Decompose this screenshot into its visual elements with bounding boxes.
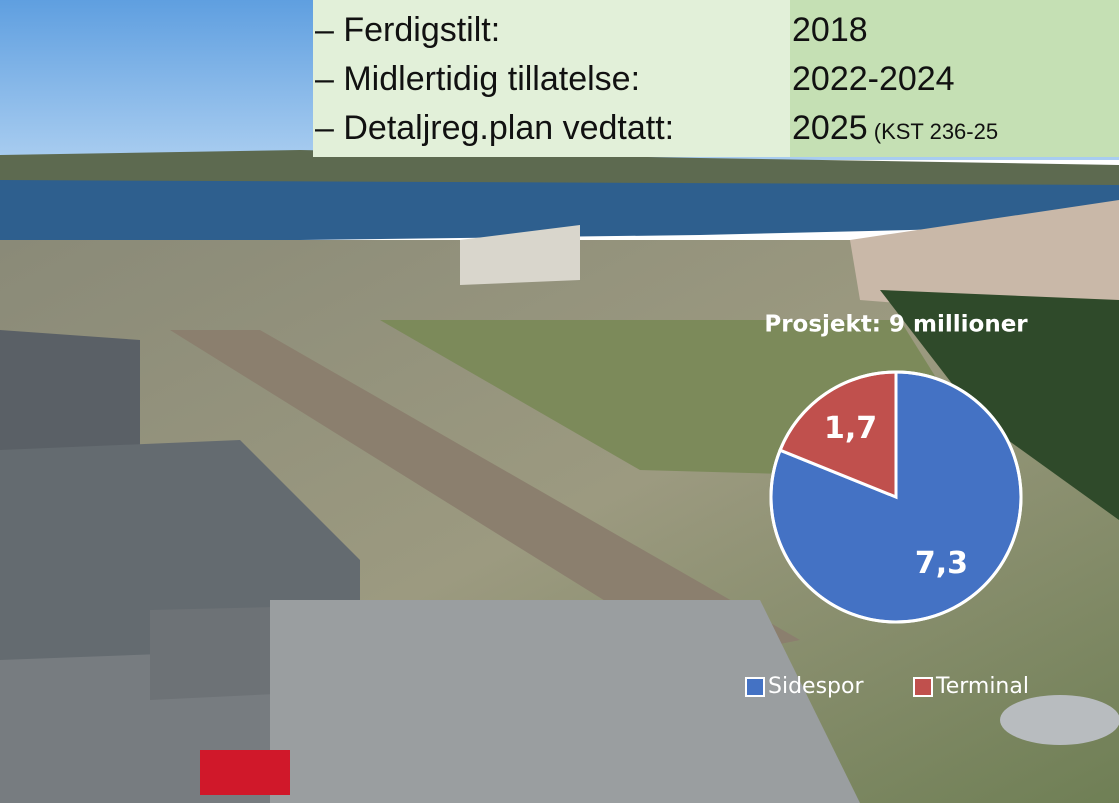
label-column: – Ferdigstilt: – Midlertidig tillatelse:… (313, 0, 790, 157)
chart-title: Prosjekt: 9 millioner (764, 312, 1028, 338)
value-column: 2018 2022-2024 2025 (KST 236-25 (790, 0, 1119, 157)
row-label: – Ferdigstilt: (315, 11, 501, 49)
legend-label: Sidespor (768, 674, 864, 699)
row-label: – Detaljreg.plan vedtatt: (315, 109, 675, 147)
row-note: (KST 236-25 (867, 119, 999, 144)
row-label: – Midlertidig tillatelse: (315, 60, 641, 98)
data-label: 1,7 (824, 411, 877, 446)
row-value: 2025 (KST 236-25 (790, 104, 1119, 153)
row-value: 2022-2024 (792, 60, 955, 98)
info-table: – Ferdigstilt: – Midlertidig tillatelse:… (313, 0, 1119, 157)
row-value: 2025 (792, 109, 868, 147)
legend-swatch (913, 677, 933, 697)
legend-label: Terminal (935, 674, 1029, 699)
data-label: 7,3 (915, 546, 968, 581)
row-value: 2018 (792, 11, 868, 49)
legend-swatch (745, 677, 765, 697)
pie-border (769, 370, 1023, 624)
